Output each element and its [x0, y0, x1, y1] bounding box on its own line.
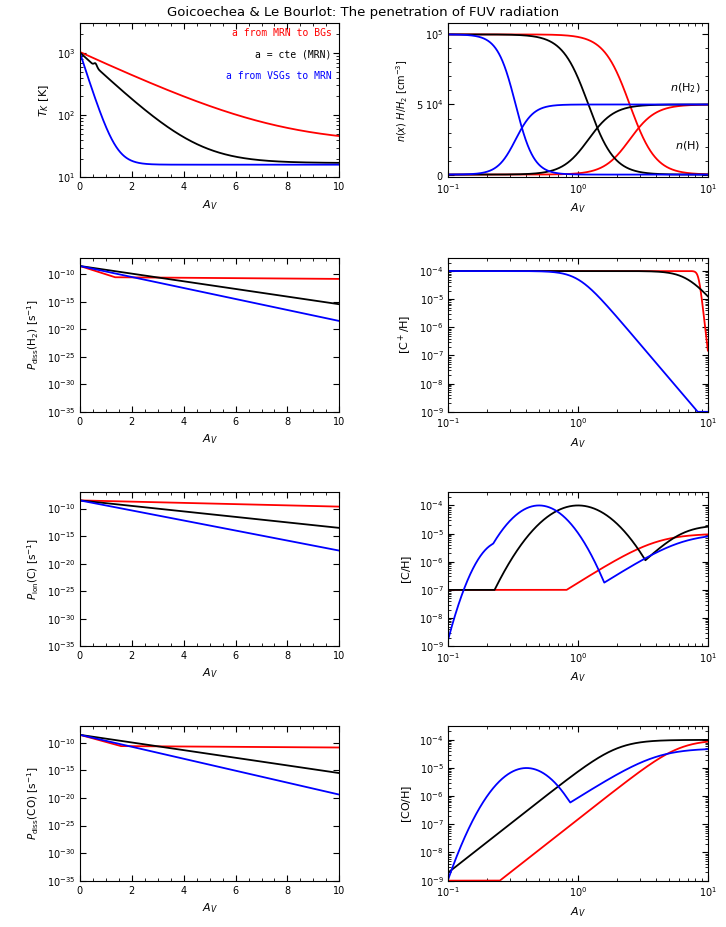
- Y-axis label: $n(x)\ H/H_2\ \rm[cm^{-3}]$: $n(x)\ H/H_2\ \rm[cm^{-3}]$: [394, 59, 410, 142]
- Text: a from MRN to BGs: a from MRN to BGs: [232, 28, 332, 38]
- X-axis label: $A_V$: $A_V$: [202, 901, 218, 915]
- Y-axis label: $P_{\rm diss}(\rm H_2)\ [s^{-1}]$: $P_{\rm diss}(\rm H_2)\ [s^{-1}]$: [25, 299, 41, 370]
- Text: Goicoechea & Le Bourlot: The penetration of FUV radiation: Goicoechea & Le Bourlot: The penetration…: [167, 6, 559, 19]
- Text: a = cte (MRN): a = cte (MRN): [256, 49, 332, 59]
- X-axis label: $A_V$: $A_V$: [570, 201, 586, 215]
- Text: $n(\rm H)$: $n(\rm H)$: [675, 139, 700, 152]
- Y-axis label: $[\rm C/H]$: $[\rm C/H]$: [400, 554, 414, 584]
- X-axis label: $A_V$: $A_V$: [570, 905, 586, 919]
- X-axis label: $A_V$: $A_V$: [202, 197, 218, 211]
- Y-axis label: $P_{\rm diss}(\rm CO)\ [s^{-1}]$: $P_{\rm diss}(\rm CO)\ [s^{-1}]$: [25, 767, 41, 840]
- X-axis label: $A_V$: $A_V$: [202, 667, 218, 680]
- Text: a from VSGs to MRN: a from VSGs to MRN: [226, 71, 332, 81]
- Y-axis label: $P_{\rm ion}(\rm C)\ [s^{-1}]$: $P_{\rm ion}(\rm C)\ [s^{-1}]$: [25, 538, 41, 600]
- X-axis label: $A_V$: $A_V$: [570, 436, 586, 450]
- X-axis label: $A_V$: $A_V$: [570, 670, 586, 684]
- X-axis label: $A_V$: $A_V$: [202, 432, 218, 446]
- Y-axis label: $[\rm C^+/H]$: $[\rm C^+/H]$: [396, 315, 414, 354]
- Y-axis label: $[\rm CO/H]$: $[\rm CO/H]$: [400, 784, 414, 822]
- Y-axis label: $T_K\rm\ [K]$: $T_K\rm\ [K]$: [37, 83, 51, 117]
- Text: $n(\rm H_2)$: $n(\rm H_2)$: [669, 82, 700, 95]
